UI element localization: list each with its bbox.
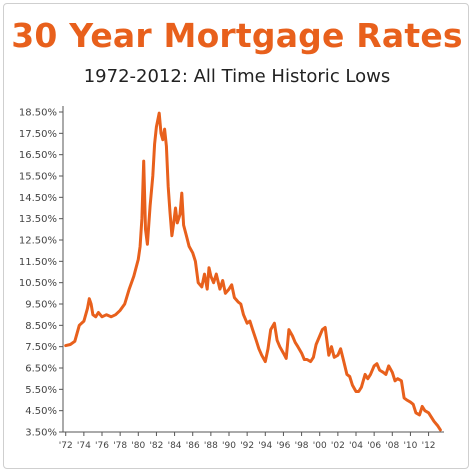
x-tick-label: '02 xyxy=(331,441,345,451)
x-tick-label: '72 xyxy=(59,441,73,451)
y-tick-label: 18.50% xyxy=(19,108,57,119)
chart-axes xyxy=(62,106,444,433)
x-tick-label: '76 xyxy=(95,441,109,451)
x-tick-label: '00 xyxy=(313,441,327,451)
series-line xyxy=(64,111,442,432)
y-tick-label: 3.50% xyxy=(25,428,57,439)
y-tick-label: 13.50% xyxy=(19,214,57,225)
x-tick-label: '80 xyxy=(131,441,145,451)
y-tick-label: 14.50% xyxy=(19,193,57,204)
x-tick-label: '86 xyxy=(186,441,200,451)
x-tick-label: '98 xyxy=(295,441,309,451)
y-tick-label: 11.50% xyxy=(19,257,57,268)
y-tick-label: 7.50% xyxy=(25,342,57,353)
y-tick-label: 9.50% xyxy=(25,300,57,311)
x-tick-label: '12 xyxy=(422,441,436,451)
chart-title: 30 Year Mortgage Rates xyxy=(11,16,463,55)
x-tick-label: '06 xyxy=(367,441,381,451)
plot-area xyxy=(64,111,442,432)
x-tick-label: '88 xyxy=(204,441,218,451)
chart-frame xyxy=(3,3,469,469)
x-tick-label: '10 xyxy=(403,441,417,451)
x-tick-label: '08 xyxy=(385,441,399,451)
x-tick-label: '96 xyxy=(276,441,290,451)
y-tick-label: 8.50% xyxy=(25,321,57,332)
y-tick-label: 6.50% xyxy=(25,364,57,375)
y-tick-label: 5.50% xyxy=(25,385,57,396)
y-tick-label: 17.50% xyxy=(19,129,57,140)
x-tick-label: '74 xyxy=(77,441,91,451)
y-tick-label: 4.50% xyxy=(25,406,57,417)
x-tick-label: '94 xyxy=(258,441,272,451)
x-tick-label: '78 xyxy=(113,441,127,451)
x-tick-label: '82 xyxy=(149,441,163,451)
y-axis-ticks: 3.50% 4.50% 5.50% 6.50% 7.50% 8.50% 9.50% 10.50… xyxy=(19,108,63,439)
x-tick-label: '92 xyxy=(240,441,254,451)
x-tick-label: '04 xyxy=(349,441,363,451)
x-tick-label: '84 xyxy=(168,441,182,451)
y-tick-label: 15.50% xyxy=(19,172,57,183)
chart-subtitle: 1972-2012: All Time Historic Lows xyxy=(83,66,391,87)
y-tick-label: 10.50% xyxy=(19,278,57,289)
y-tick-label: 16.50% xyxy=(19,150,57,161)
y-tick-label: 12.50% xyxy=(19,236,57,247)
x-tick-label: '90 xyxy=(222,441,236,451)
x-axis-ticks: '72 '74 '76 '78 '80 '82 '84 '86 '88 '90 '92 '94 '96 '… xyxy=(59,432,436,451)
